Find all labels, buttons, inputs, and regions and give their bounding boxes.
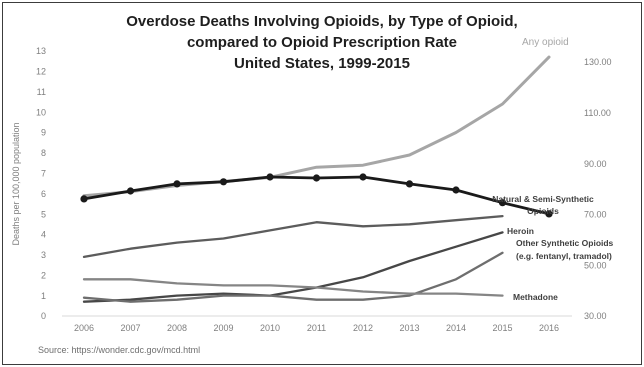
series-line-natural-semi-synthetic-opioids (82, 214, 504, 259)
y-tick-label-left: 0 (41, 311, 46, 321)
series-line-heroin (82, 231, 504, 303)
series-label-methadone: Methadone (513, 292, 558, 302)
y-tick-label-right: 130.00 (584, 57, 612, 67)
chart-title-line-3: United States, 1999-2015 (234, 55, 410, 72)
series-marker-right-axis-series (266, 173, 274, 181)
series-marker-right-axis-series (80, 195, 88, 203)
x-tick-label: 2015 (492, 323, 512, 333)
y-tick-label-right: 30.00 (584, 311, 607, 321)
source-note: Source: https://wonder.cdc.gov/mcd.html (38, 345, 201, 355)
series-marker-right-axis-series (498, 199, 507, 207)
series-label-natural-semi-synthetic-opioids: Natural & Semi-Synthetic Opioids (492, 194, 594, 216)
series-line-other-synthetic-opioids-e-g-fentanyl-tramadol (82, 251, 504, 303)
series-label-other-synthetic-opioids: Other Synthetic Opioids (e.g. fentanyl, … (516, 238, 614, 261)
y-tick-label-left: 4 (41, 230, 46, 240)
y-tick-label-left: 8 (41, 148, 46, 158)
chart-title-line-1: Overdose Deaths Involving Opioids, by Ty… (126, 13, 518, 30)
x-tick-label: 2007 (120, 323, 140, 333)
y-tick-label-left: 9 (41, 128, 46, 138)
y-axis-title: Deaths per 100,000 population (11, 122, 21, 245)
x-tick-label: 2011 (307, 323, 326, 333)
series-marker-right-axis-series (359, 173, 367, 181)
y-tick-label-left: 10 (36, 107, 46, 117)
y-tick-label-left: 3 (41, 250, 46, 260)
y-tick-label-left: 7 (41, 169, 46, 179)
x-tick-label: 2006 (74, 323, 94, 333)
series-marker-right-axis-series (452, 186, 460, 194)
x-tick-label: 2008 (167, 323, 187, 333)
series-marker-right-axis-series (126, 187, 135, 195)
x-tick-label: 2014 (446, 323, 466, 333)
series-marker-right-axis-series (173, 180, 181, 188)
y-tick-label-left: 12 (36, 67, 46, 77)
series-label-any-opioid: Any opioid (522, 37, 569, 48)
y-tick-label-left: 2 (41, 270, 46, 280)
y-tick-label-left: 13 (36, 46, 46, 56)
x-tick-label: 2012 (353, 323, 373, 333)
series-marker-right-axis-series (312, 174, 321, 182)
series-line-right-axis-series (82, 175, 551, 216)
y-tick-label-left: 5 (41, 209, 46, 219)
series-marker-right-axis-series (545, 210, 553, 218)
y-tick-label-left: 1 (41, 291, 46, 301)
y-tick-label-right: 110.00 (584, 108, 611, 118)
y-tick-label-right: 70.00 (584, 210, 607, 220)
chart-title-line-2: compared to Opioid Prescription Rate (186, 34, 458, 51)
y-tick-label-right: 50.00 (584, 260, 607, 270)
x-tick-label: 2016 (539, 323, 559, 333)
series-line-methadone (82, 278, 504, 297)
series-marker-right-axis-series (219, 178, 228, 186)
y-tick-label-left: 6 (41, 189, 46, 199)
x-tick-label: 2009 (213, 323, 233, 333)
series-marker-right-axis-series (405, 180, 414, 188)
y-tick-label-left: 11 (37, 87, 46, 97)
y-tick-label-right: 90.00 (584, 159, 607, 169)
x-tick-label: 2013 (399, 323, 419, 333)
series-label-heroin: Heroin (507, 226, 534, 236)
x-tick-label: 2010 (260, 323, 280, 333)
